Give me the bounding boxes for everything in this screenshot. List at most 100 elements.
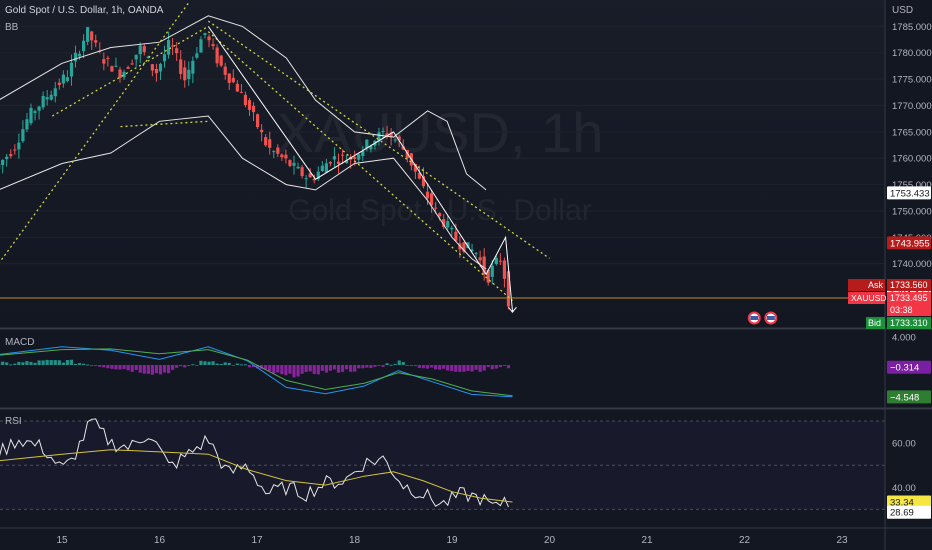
macd-pane[interactable] xyxy=(0,346,513,398)
candle-body xyxy=(312,179,316,181)
candle-body xyxy=(158,63,163,72)
grid xyxy=(0,0,885,327)
candle-body xyxy=(268,139,272,148)
macd-histogram-bar xyxy=(413,365,417,366)
price-tick-label: 1765.000 xyxy=(892,127,932,138)
macd-histogram-bar xyxy=(122,365,126,370)
economic-event-marker[interactable] xyxy=(764,311,778,325)
macd-indicator-label[interactable]: MACD xyxy=(5,337,34,348)
candle-body xyxy=(162,54,167,62)
last-value: 1733.495 xyxy=(890,293,928,303)
candle-body xyxy=(397,136,401,141)
rsi-band-fill xyxy=(0,421,885,510)
macd-histogram-bar xyxy=(466,365,470,371)
macd-histogram-bar xyxy=(316,365,320,375)
candle-body xyxy=(276,147,280,154)
candle-body xyxy=(77,53,82,57)
candle-body xyxy=(1,159,5,165)
macd-value-label-bg xyxy=(887,390,931,404)
macd-histogram-bar xyxy=(158,365,163,375)
macd-histogram-bar xyxy=(9,364,13,366)
candle-body xyxy=(502,260,507,279)
macd-value-label-text: −4.548 xyxy=(890,392,919,403)
time-tick-label: 17 xyxy=(251,535,263,546)
channel-trendline[interactable] xyxy=(0,2,190,264)
macd-histogram-bar xyxy=(41,360,45,365)
macd-histogram-bar xyxy=(1,361,5,365)
rsi-pane[interactable] xyxy=(0,418,885,510)
candle-body xyxy=(300,167,304,177)
macd-histogram-bar xyxy=(264,365,268,370)
candle-body xyxy=(357,154,361,160)
macd-histogram-bar xyxy=(397,360,401,365)
channel-trendline[interactable] xyxy=(207,20,550,259)
candle-body xyxy=(142,46,146,53)
candle-body xyxy=(304,178,308,180)
macd-histogram-bar xyxy=(438,365,442,370)
rsi-value-label-text: 33.34 xyxy=(890,497,914,508)
candle-body xyxy=(138,45,142,55)
macd-histogram-bar xyxy=(57,360,61,365)
candle-body xyxy=(340,154,345,156)
macd-histogram-bar xyxy=(37,360,41,365)
candle-body xyxy=(470,249,474,251)
candle-body xyxy=(207,36,211,41)
macd-histogram-bar xyxy=(385,363,389,365)
candle-body xyxy=(365,139,369,148)
macd-histogram-bar xyxy=(223,362,227,365)
macd-value-label-text: −0.314 xyxy=(890,363,919,374)
macd-histogram-bar xyxy=(478,365,482,372)
price-pane[interactable] xyxy=(0,2,885,325)
macd-histogram-bar xyxy=(454,365,458,372)
macd-histogram-bar xyxy=(332,365,337,370)
candle-body xyxy=(328,161,333,164)
candle-body xyxy=(175,48,179,54)
macd-histogram-bar xyxy=(231,365,235,366)
macd-histogram-bar xyxy=(247,365,252,368)
macd-histogram-bar xyxy=(357,365,361,369)
macd-histogram-bar xyxy=(288,365,292,374)
candle-body xyxy=(37,106,41,111)
macd-histogram-bar xyxy=(434,365,438,370)
macd-histogram-bar xyxy=(138,365,142,373)
price-tick-label: 1755.000 xyxy=(892,180,932,191)
symbol-label-bg xyxy=(848,292,885,305)
macd-histogram-bar xyxy=(98,365,102,367)
macd-histogram-bar xyxy=(171,365,175,370)
candle-body xyxy=(57,82,61,85)
price-pane-shade xyxy=(0,0,885,327)
macd-value-label-bg xyxy=(887,360,931,374)
bb-indicator-label[interactable]: BB xyxy=(5,22,19,33)
candle-body xyxy=(494,257,498,265)
candle-body xyxy=(498,260,502,262)
macd-histogram-bar xyxy=(304,365,308,372)
price-tick-label: 1770.000 xyxy=(892,101,932,112)
macd-histogram-bar xyxy=(268,365,272,372)
candle-body xyxy=(308,173,312,178)
zigzag-line[interactable] xyxy=(207,26,513,312)
candle-body xyxy=(45,97,49,100)
macd-histogram-bar xyxy=(243,364,248,366)
macd-histogram-bar xyxy=(369,365,373,369)
macd-histogram-bar xyxy=(146,365,150,374)
time-tick-label: 16 xyxy=(154,535,166,546)
economic-event-marker[interactable] xyxy=(747,311,761,325)
candle-body xyxy=(114,65,118,67)
candle-body xyxy=(29,107,33,124)
macd-histogram-bar xyxy=(284,365,288,376)
macd-histogram-bar xyxy=(312,365,316,374)
macd-histogram-bar xyxy=(405,365,409,366)
quote-panel[interactable]: Ask 1733.560 XAUUSD 1733.495 03:38 Bid 1733.31… xyxy=(848,279,931,330)
macd-histogram-bar xyxy=(65,360,70,365)
candle-body xyxy=(106,58,110,60)
candle-body xyxy=(187,69,191,79)
macd-histogram-bar xyxy=(187,365,191,366)
price-label: 1753.433 xyxy=(887,186,931,200)
candle-body xyxy=(345,160,349,164)
macd-histogram-bar xyxy=(239,364,243,366)
rsi-indicator-label[interactable]: RSI xyxy=(5,416,22,427)
candle-body xyxy=(478,257,482,261)
candle-body xyxy=(21,129,25,142)
